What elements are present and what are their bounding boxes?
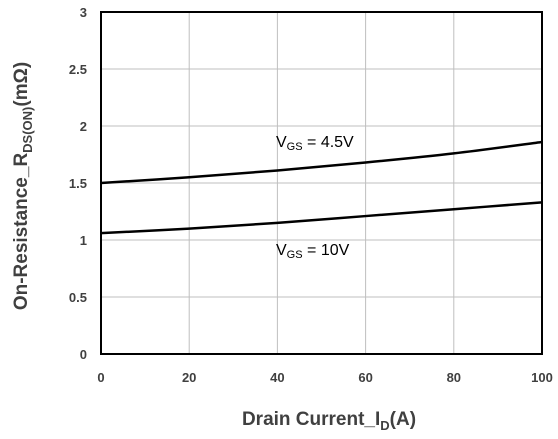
series-line-0	[100, 140, 543, 185]
y-tick-label: 2.5	[69, 62, 87, 77]
y-axis-title: On-Resistance_RDS(ON)(mΩ)	[11, 62, 35, 310]
y-tick-label: 0	[80, 347, 87, 362]
series-line-1	[100, 201, 543, 235]
y-tick-label: 3	[80, 5, 87, 20]
x-tick-label: 0	[97, 370, 104, 385]
y-tick-label: 1.5	[69, 176, 87, 191]
x-tick-label: 20	[182, 370, 196, 385]
plot-frame	[100, 11, 543, 355]
x-tick-label: 40	[270, 370, 284, 385]
x-axis-title: Drain Current_ID(A)	[242, 409, 416, 433]
series-lines	[100, 140, 543, 235]
x-tick-label: 100	[531, 370, 553, 385]
series-label-vgs-4.5v: VGS = 4.5V	[276, 134, 354, 153]
grid-lines	[100, 11, 543, 355]
y-tick-label: 2	[80, 119, 87, 134]
x-tick-label: 60	[358, 370, 372, 385]
y-tick-labels: 0 0.5 1 1.5 2 2.5 3	[69, 5, 87, 362]
x-tick-labels: 0 20 40 60 80 100	[97, 370, 552, 385]
y-tick-label: 0.5	[69, 290, 87, 305]
x-tick-label: 80	[447, 370, 461, 385]
series-label-vgs-10v: VGS = 10V	[276, 242, 350, 261]
y-tick-label: 1	[80, 233, 87, 248]
